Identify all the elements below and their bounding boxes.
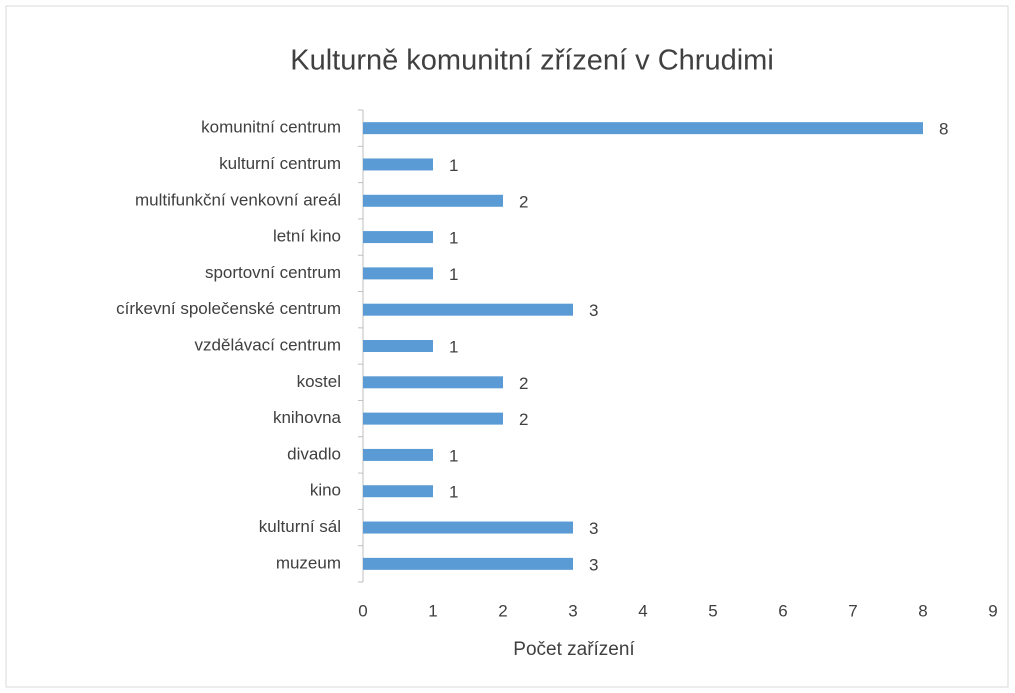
y-tick-label: multifunkční venkovní areál <box>135 190 341 209</box>
bar <box>363 231 433 244</box>
data-label: 2 <box>519 192 528 211</box>
bar <box>363 557 573 570</box>
y-tick-label: vzdělávací centrum <box>195 335 341 354</box>
data-label: 3 <box>589 555 598 574</box>
y-tick-label: muzeum <box>276 553 341 572</box>
chart-border <box>5 5 1009 688</box>
data-label: 3 <box>589 301 598 320</box>
data-label: 2 <box>519 374 528 393</box>
y-tick-label: komunitní centrum <box>201 118 341 137</box>
bar <box>363 158 433 171</box>
bar <box>363 448 433 461</box>
bar <box>363 303 573 316</box>
x-tick-label: 9 <box>988 601 997 620</box>
bar <box>363 340 433 352</box>
data-label: 1 <box>449 337 458 356</box>
y-tick-label: divadlo <box>287 444 341 463</box>
x-tick-label: 4 <box>638 601 647 620</box>
data-label: 1 <box>449 156 458 175</box>
x-tick-label: 1 <box>428 601 437 620</box>
chart-title: Kulturně komunitní zřízení v Chrudimi <box>290 45 774 77</box>
x-tick-label: 2 <box>498 601 507 620</box>
bar <box>363 267 433 280</box>
bar <box>363 521 573 534</box>
data-label: 1 <box>449 483 458 502</box>
x-tick-label: 5 <box>708 601 717 620</box>
y-tick-label: církevní společenské centrum <box>116 299 341 318</box>
data-label: 1 <box>449 229 458 248</box>
y-tick-label: knihovna <box>273 408 342 427</box>
x-tick-label: 6 <box>778 601 787 620</box>
data-label: 1 <box>449 265 458 284</box>
data-label: 1 <box>449 446 458 465</box>
data-label: 2 <box>519 410 528 429</box>
y-tick-label: kino <box>310 481 341 500</box>
bar <box>363 412 503 425</box>
x-tick-label: 0 <box>358 601 367 620</box>
bar <box>363 376 503 389</box>
data-label: 8 <box>939 120 948 139</box>
x-tick-label: 7 <box>848 601 857 620</box>
x-tick-label: 3 <box>568 601 577 620</box>
data-label: 3 <box>589 519 598 538</box>
y-tick-label: kulturní sál <box>259 517 341 536</box>
x-axis-label: Počet zařízení <box>513 639 635 660</box>
y-tick-label: kostel <box>297 372 341 391</box>
bar <box>363 485 433 498</box>
y-tick-label: letní kino <box>273 227 341 246</box>
x-tick-label: 8 <box>918 601 927 620</box>
y-tick-label: kulturní centrum <box>219 154 341 173</box>
bar <box>363 194 503 207</box>
y-tick-label: sportovní centrum <box>205 263 341 282</box>
bar <box>363 122 923 135</box>
